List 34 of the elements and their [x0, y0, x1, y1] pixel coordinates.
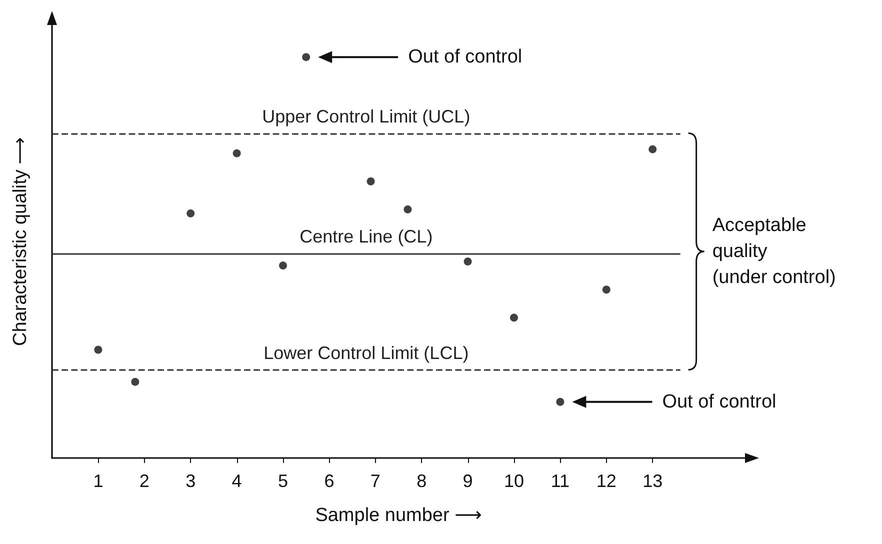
- x-tick-label: 6: [324, 471, 334, 491]
- point: [232, 149, 241, 158]
- y-axis-title: Characteristic quality ⟶: [10, 137, 31, 346]
- point: [464, 258, 472, 266]
- x-tick-label: 5: [278, 471, 288, 491]
- ref-line-label: Centre Line (CL): [300, 226, 433, 247]
- point: [556, 398, 564, 406]
- x-tick-label: 12: [596, 471, 616, 491]
- x-tick-label: 13: [642, 471, 663, 491]
- x-tick-label: 1: [93, 471, 104, 491]
- point: [94, 346, 102, 354]
- x-tick-label: 10: [504, 471, 524, 491]
- x-tick-label: 9: [462, 471, 473, 491]
- point: [302, 53, 310, 62]
- ref-line-label: Lower Control Limit (LCL): [264, 342, 469, 363]
- x-axis-title: Sample number ⟶: [315, 505, 482, 526]
- point: [186, 209, 195, 218]
- x-tick-label: 11: [550, 471, 570, 491]
- point: [366, 177, 375, 186]
- point: [131, 378, 140, 386]
- point: [510, 314, 518, 322]
- x-tick-label: 3: [186, 471, 196, 491]
- x-tick-label: 4: [232, 471, 242, 491]
- annotation: Acceptable quality (under control): [712, 215, 836, 288]
- x-tick-label: 7: [370, 471, 380, 491]
- annotation: Out of control: [408, 46, 522, 68]
- x-tick-label: 2: [139, 471, 150, 491]
- point: [279, 262, 287, 270]
- point: [648, 145, 657, 154]
- x-tick-label: 8: [416, 471, 427, 491]
- point: [602, 286, 610, 294]
- point: [404, 205, 412, 214]
- ref-line-label: Upper Control Limit (UCL): [262, 106, 470, 126]
- annotation: Out of control: [662, 391, 776, 412]
